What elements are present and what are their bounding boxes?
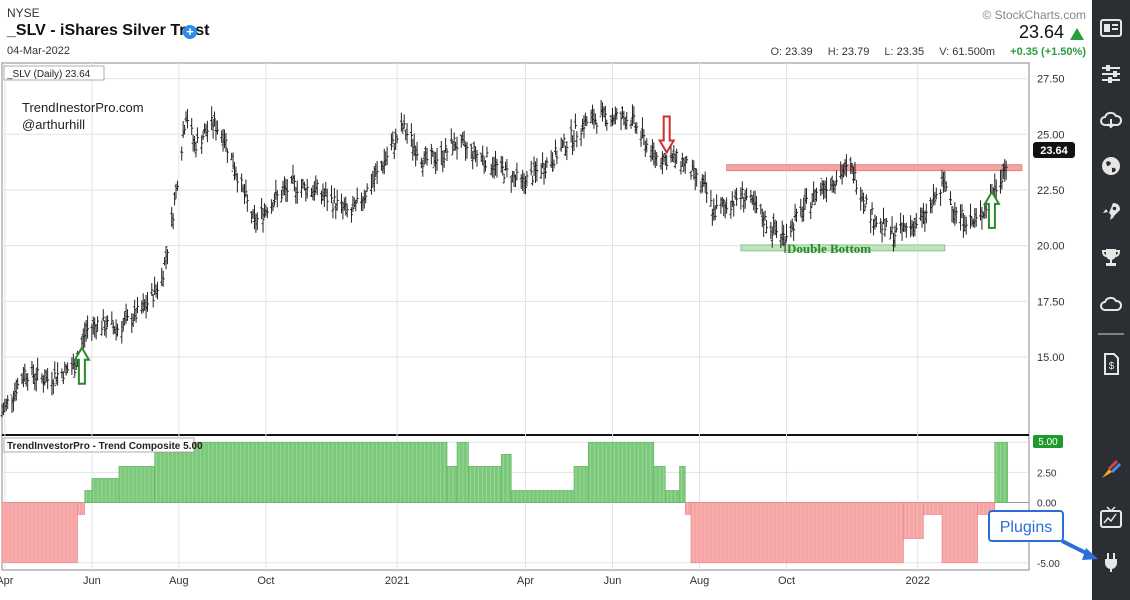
trend-composite-step	[923, 502, 943, 515]
high-label: H:	[827, 46, 839, 58]
add-to-list-icon[interactable]: +	[183, 25, 197, 39]
ohlc-bars	[0, 99, 1008, 418]
support-band	[740, 244, 946, 252]
high-value: 23.79	[841, 46, 870, 58]
trend-composite-step	[91, 478, 120, 503]
volume-value: 61.500m	[952, 46, 996, 58]
plugins-callout: Plugins	[988, 510, 1064, 542]
indicator-last-tag-box	[1033, 435, 1063, 448]
indicator-layer	[1, 441, 1008, 564]
price-chart[interactable]: 27.50 25.00 22.50 20.00 17.50 15.00 Apr Jun Aug O…	[0, 0, 1092, 600]
last-price-tag-box	[1033, 142, 1075, 158]
indicator-panel-label-box	[3, 437, 195, 453]
price-y-tick-label: 20.00	[1037, 241, 1065, 253]
x-tick-label: Apr	[0, 575, 14, 587]
open-label: O:	[770, 46, 783, 58]
price-y-tick-label: 22.50	[1037, 185, 1065, 197]
trend-composite-step	[941, 502, 978, 564]
sidebar-separator	[1098, 333, 1124, 335]
trophy-icon[interactable]	[1099, 246, 1123, 270]
document-icon[interactable]: $	[1099, 352, 1123, 376]
x-tick-label: Oct	[778, 575, 795, 587]
trend-composite-step	[1, 502, 78, 564]
watermark-handle: @arthurhill	[22, 117, 85, 132]
price-panel-label-box	[3, 65, 105, 81]
indicator-last-tag: 5.00	[1038, 437, 1058, 448]
chart-tv-icon[interactable]	[1099, 505, 1123, 529]
trend-composite-step	[994, 441, 1008, 503]
trend-composite-step	[77, 502, 86, 515]
symbol-title: _SLV - iShares Silver Trust	[7, 22, 210, 39]
x-tick-label: Oct	[257, 575, 274, 587]
trend-composite-step	[500, 453, 512, 503]
arrow-layer	[73, 115, 1001, 385]
last-price-tag: 23.64	[1040, 145, 1068, 157]
trend-composite-step	[690, 502, 904, 564]
cloud-download-icon[interactable]	[1099, 108, 1123, 132]
chart-settings-icon[interactable]	[1099, 16, 1123, 40]
x-tick-label: 2022	[905, 575, 929, 587]
price-y-tick-label: 25.00	[1037, 129, 1065, 141]
trend-composite-step	[679, 466, 686, 503]
x-tick-label: 2021	[385, 575, 409, 587]
trend-composite-step	[118, 466, 155, 503]
open-value: 23.39	[785, 46, 813, 58]
ohlc-readout: O: 23.39 H: 23.79 L: 23.35 V: 61.500m +0…	[770, 46, 1086, 58]
double-bottom-label: Double Bottom	[787, 241, 871, 256]
last-price: 23.64	[1018, 22, 1064, 42]
price-y-tick-label: 15.00	[1037, 352, 1065, 364]
x-tick-label: Jun	[83, 575, 101, 587]
change-value: +0.35 (+1.50%)	[1010, 46, 1086, 58]
indicator-panel-label: TrendInvestorPro - Trend Composite 5.00	[7, 441, 203, 452]
chart-date: 04-Mar-2022	[7, 45, 70, 57]
low-label: L:	[884, 46, 894, 58]
x-tick-label: Aug	[690, 575, 710, 587]
acp-brush-icon[interactable]	[1099, 458, 1123, 482]
sidebar: $	[1092, 0, 1130, 600]
indicator-y-tick-label: 2.50	[1037, 468, 1057, 479]
trend-composite-step	[587, 441, 655, 503]
indicator-y-tick-label: -5.00	[1037, 559, 1060, 570]
trend-composite-step	[468, 466, 502, 503]
price-y-tick-label: 27.50	[1037, 74, 1065, 86]
volume-label: V:	[939, 46, 950, 58]
globe-icon[interactable]	[1099, 154, 1123, 178]
arrow-up-icon	[983, 189, 1001, 229]
chart-header: NYSE _SLV - iShares Silver Trust + 04-Ma…	[0, 0, 1092, 62]
trend-composite-step	[903, 502, 924, 539]
exchange-label: NYSE	[7, 6, 40, 20]
band-layer	[726, 164, 1023, 252]
arrow-down-icon	[657, 115, 676, 155]
price-up-icon	[1070, 28, 1084, 40]
indicator-y-tick-label: 0.00	[1037, 499, 1057, 510]
arrow-up-icon	[73, 345, 91, 385]
sliders-icon[interactable]	[1099, 62, 1123, 86]
brand-label: © StockCharts.com	[982, 8, 1086, 22]
cloud-icon[interactable]	[1099, 292, 1123, 316]
trend-composite-step	[653, 466, 666, 503]
svg-text:$: $	[1109, 361, 1115, 372]
plug-icon[interactable]	[1099, 550, 1123, 574]
price-panel-label: _SLV (Daily) 23.64	[6, 69, 91, 80]
callout-arrow-icon	[1061, 539, 1098, 560]
rocket-icon[interactable]	[1099, 200, 1123, 224]
low-value: 23.35	[896, 46, 925, 58]
watermark-site: TrendInestorPro.com	[22, 100, 144, 115]
x-tick-label: Apr	[517, 575, 534, 587]
trend-composite-step	[446, 466, 458, 503]
trend-composite-step	[154, 441, 448, 503]
x-tick-label: Aug	[169, 575, 189, 587]
trend-composite-step	[684, 502, 692, 515]
x-tick-label: Jun	[604, 575, 622, 587]
price-y-tick-label: 17.50	[1037, 296, 1065, 308]
trend-composite-step	[510, 490, 575, 503]
resistance-band	[726, 164, 1023, 172]
